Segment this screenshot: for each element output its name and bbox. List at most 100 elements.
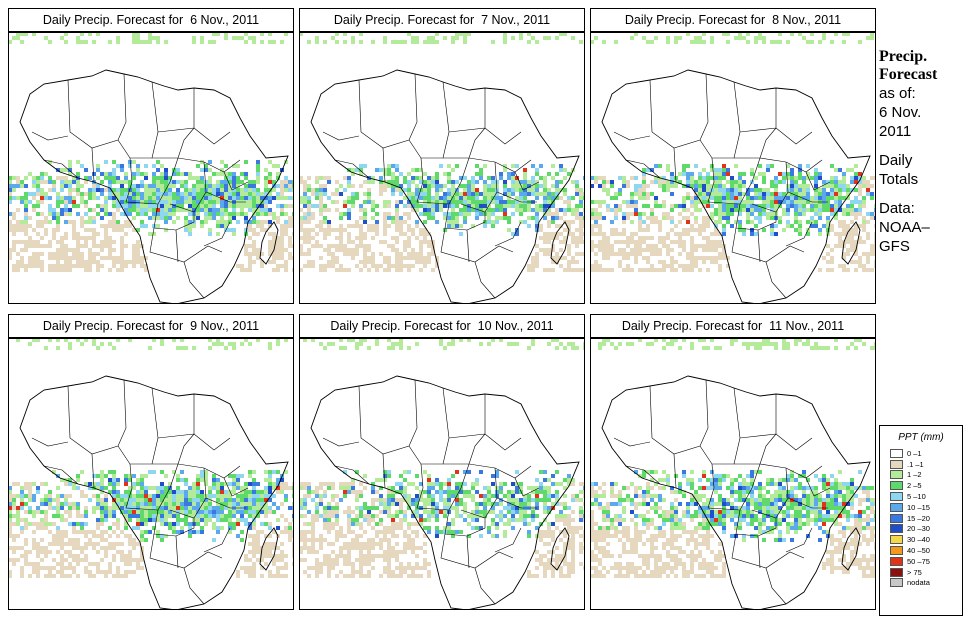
africa-coastline: [310, 375, 580, 610]
country-border: [787, 191, 828, 203]
country-border: [785, 527, 813, 553]
country-border: [484, 127, 522, 145]
country-border: [169, 161, 207, 213]
country-border: [468, 463, 532, 479]
country-border: [759, 157, 823, 173]
forecast-panel: Daily Precip. Forecast for 11 Nov., 2011: [590, 314, 876, 610]
legend-swatch: [890, 459, 903, 469]
country-border: [334, 159, 370, 179]
legend-item: 40 –50: [880, 545, 962, 556]
legend-label: 10 –15: [907, 502, 930, 512]
legend-swatch: [890, 535, 903, 545]
legend-item: 2 –5: [880, 480, 962, 491]
legend-swatch: [890, 481, 903, 491]
legend-label: nodata: [907, 578, 930, 588]
africa-coastline: [19, 69, 289, 304]
madagascar-outline: [550, 527, 570, 571]
country-border: [177, 433, 195, 465]
country-border: [334, 465, 370, 485]
country-border: [673, 147, 677, 183]
map-frame: [299, 338, 585, 610]
country-border: [751, 467, 789, 519]
country-border: [91, 453, 95, 489]
as-of-label: as of:: [879, 85, 916, 102]
country-border: [460, 161, 498, 213]
legend-item: > 75: [880, 567, 962, 578]
country-border: [203, 221, 231, 247]
country-border: [205, 191, 246, 203]
legend-item: 15 –20: [880, 513, 962, 524]
country-border: [805, 477, 831, 497]
country-border: [484, 433, 522, 451]
panel-title: Daily Precip. Forecast for 10 Nov., 2011: [299, 314, 585, 338]
country-border: [496, 497, 537, 509]
map-frame: [299, 32, 585, 304]
country-border: [358, 379, 418, 455]
madagascar-outline: [841, 527, 861, 571]
legend-title: PPT (mm): [898, 432, 944, 443]
africa-coastline: [601, 375, 871, 610]
country-border: [765, 261, 787, 299]
legend-item: 50 –75: [880, 556, 962, 567]
country-border: [613, 131, 651, 141]
legend-item: 0 –1: [880, 448, 962, 459]
africa-coastline: [19, 375, 289, 610]
country-border: [466, 535, 470, 569]
country-border: [31, 131, 69, 141]
legend-label: > 75: [907, 567, 922, 577]
country-border: [787, 497, 828, 509]
madagascar-outline: [841, 221, 861, 265]
country-border: [322, 131, 360, 141]
map-frame: [8, 32, 294, 304]
madagascar-outline: [259, 221, 279, 265]
country-border: [67, 379, 127, 455]
legend-item: 5 –10: [880, 491, 962, 502]
country-border: [625, 159, 661, 179]
country-border: [625, 465, 661, 485]
sidebar-heading-1: Precip.: [879, 48, 928, 65]
map-frame: [8, 338, 294, 610]
country-border: [183, 261, 205, 299]
legend-swatch: [890, 502, 903, 512]
legend-item: 10 –15: [880, 502, 962, 513]
legend-swatch: [890, 556, 903, 566]
country-border: [494, 527, 522, 553]
country-border: [514, 477, 540, 497]
legend-item: 20 –30: [880, 524, 962, 535]
country-border: [751, 161, 789, 213]
precip-legend: PPT (mm) 0 –1.1 –1 1 –2 2 –5 5 –10 10 –15 15 …: [879, 425, 963, 616]
forecast-panel: Daily Precip. Forecast for 10 Nov., 2011: [299, 314, 585, 610]
africa-coastline: [310, 69, 580, 304]
africa-coastline: [601, 69, 871, 304]
country-border: [805, 171, 831, 191]
country-border: [175, 535, 179, 569]
legend-item: nodata: [880, 578, 962, 589]
madagascar-outline: [550, 221, 570, 265]
country-border: [759, 127, 777, 159]
panel-title: Daily Precip. Forecast for 9 Nov., 2011: [8, 314, 294, 338]
map-sidebar: Precip. Forecast as of: 6 Nov. 2011 Dail…: [879, 48, 963, 256]
legend-item: 30 –40: [880, 534, 962, 545]
country-border: [765, 567, 787, 605]
country-border: [193, 433, 231, 451]
as-of-date-line-2: 2011: [879, 123, 912, 140]
legend-item: 1 –2: [880, 470, 962, 481]
precip-map: [590, 32, 876, 304]
forecast-panel: Daily Precip. Forecast for 9 Nov., 2011: [8, 314, 294, 610]
totals-label-1: Daily: [879, 152, 913, 169]
data-source-line-2: GFS: [879, 238, 910, 255]
country-border: [468, 127, 486, 159]
country-border: [67, 73, 127, 149]
legend-label: 5 –10: [907, 492, 926, 502]
country-border: [785, 221, 813, 247]
legend-label: .1 –1: [907, 459, 924, 469]
country-border: [757, 229, 761, 263]
country-border: [193, 127, 231, 145]
forecast-panel: Daily Precip. Forecast for 8 Nov., 2011: [590, 8, 876, 304]
country-border: [649, 73, 709, 149]
legend-swatch: [890, 524, 903, 534]
country-border: [775, 433, 813, 451]
legend-label: 1 –2: [907, 470, 922, 480]
country-border: [468, 157, 532, 173]
legend-label: 2 –5: [907, 481, 922, 491]
